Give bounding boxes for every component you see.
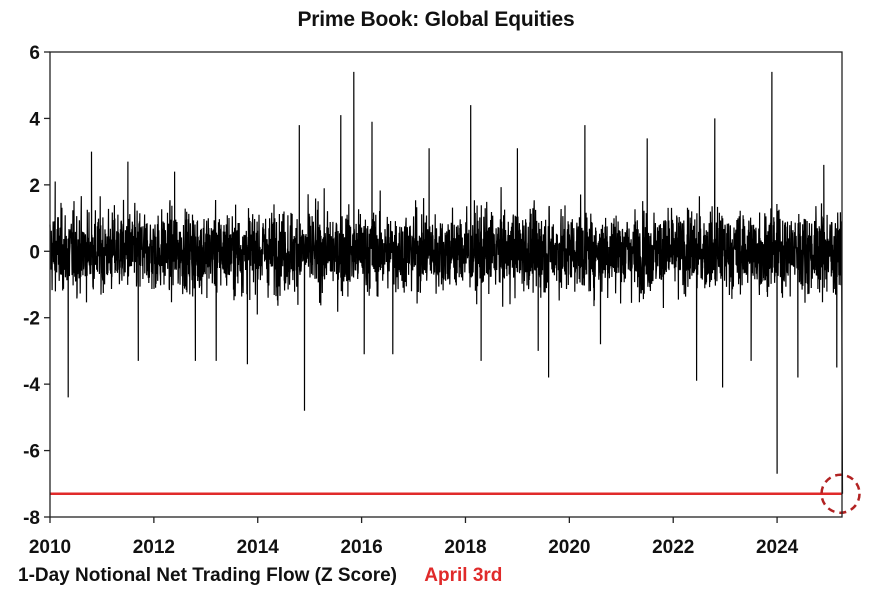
x-tick-label: 2020 — [548, 537, 590, 558]
legend: 1-Day Notional Net Trading Flow (Z Score… — [18, 565, 502, 587]
annotation-circle — [820, 473, 861, 514]
x-tick-label: 2012 — [133, 537, 175, 558]
y-tick-label: -6 — [23, 442, 40, 463]
x-tick-label: 2022 — [652, 537, 694, 558]
plot-frame — [49, 51, 843, 518]
chart-title: Prime Book: Global Equities — [297, 8, 575, 31]
y-tick-label: 6 — [29, 43, 40, 64]
x-tick-label: 2014 — [237, 537, 280, 558]
y-tick-label: -2 — [23, 309, 40, 330]
x-tick-label: 2016 — [340, 537, 382, 558]
x-tick-label: 2024 — [756, 537, 799, 558]
y-tick-label: 0 — [29, 242, 40, 263]
legend-series-flow: 1-Day Notional Net Trading Flow (Z Score… — [18, 565, 397, 586]
y-tick-label: 2 — [29, 176, 40, 197]
x-tick-label: 2010 — [29, 537, 71, 558]
y-tick-label: 4 — [29, 109, 40, 130]
x-tick-label: 2018 — [444, 537, 486, 558]
legend-series-april3: April 3rd — [424, 565, 503, 586]
series-line-flow — [49, 71, 844, 494]
y-tick-label: -4 — [23, 375, 40, 396]
y-tick-label: -8 — [23, 508, 40, 529]
